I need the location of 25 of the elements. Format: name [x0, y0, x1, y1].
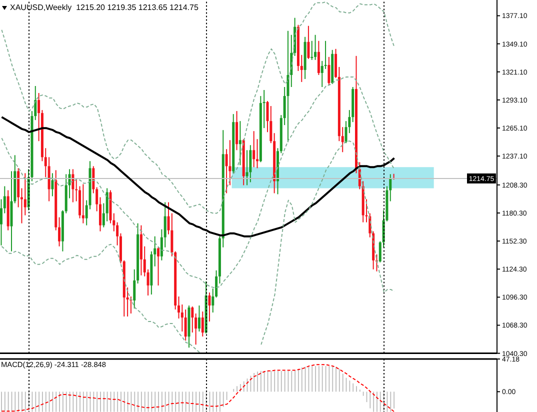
candlestick	[238, 120, 242, 166]
candlestick	[208, 292, 211, 322]
candlestick	[317, 40, 320, 76]
candlestick	[249, 144, 252, 183]
candlestick	[307, 25, 310, 60]
chart-title: XAUUSD,Weekly 1215.20 1219.35 1213.65 1214.75	[10, 3, 198, 13]
candlestick	[48, 156, 50, 202]
candlestick	[198, 304, 200, 332]
candlestick	[24, 172, 26, 216]
candlestick	[184, 309, 187, 342]
candlestick	[201, 311, 204, 338]
candlestick	[328, 56, 330, 86]
candlestick	[106, 188, 108, 222]
candlestick	[51, 172, 54, 197]
candlestick	[286, 30, 290, 143]
candlestick	[324, 40, 327, 70]
line-series	[1, 1, 395, 214]
candlestick	[191, 306, 194, 334]
candlestick	[236, 110, 238, 151]
candlestick	[157, 246, 160, 286]
candlestick	[314, 34, 317, 60]
candlestick	[252, 130, 256, 168]
candlestick	[72, 168, 74, 203]
candlestick	[82, 184, 84, 224]
candlestick	[310, 40, 314, 60]
